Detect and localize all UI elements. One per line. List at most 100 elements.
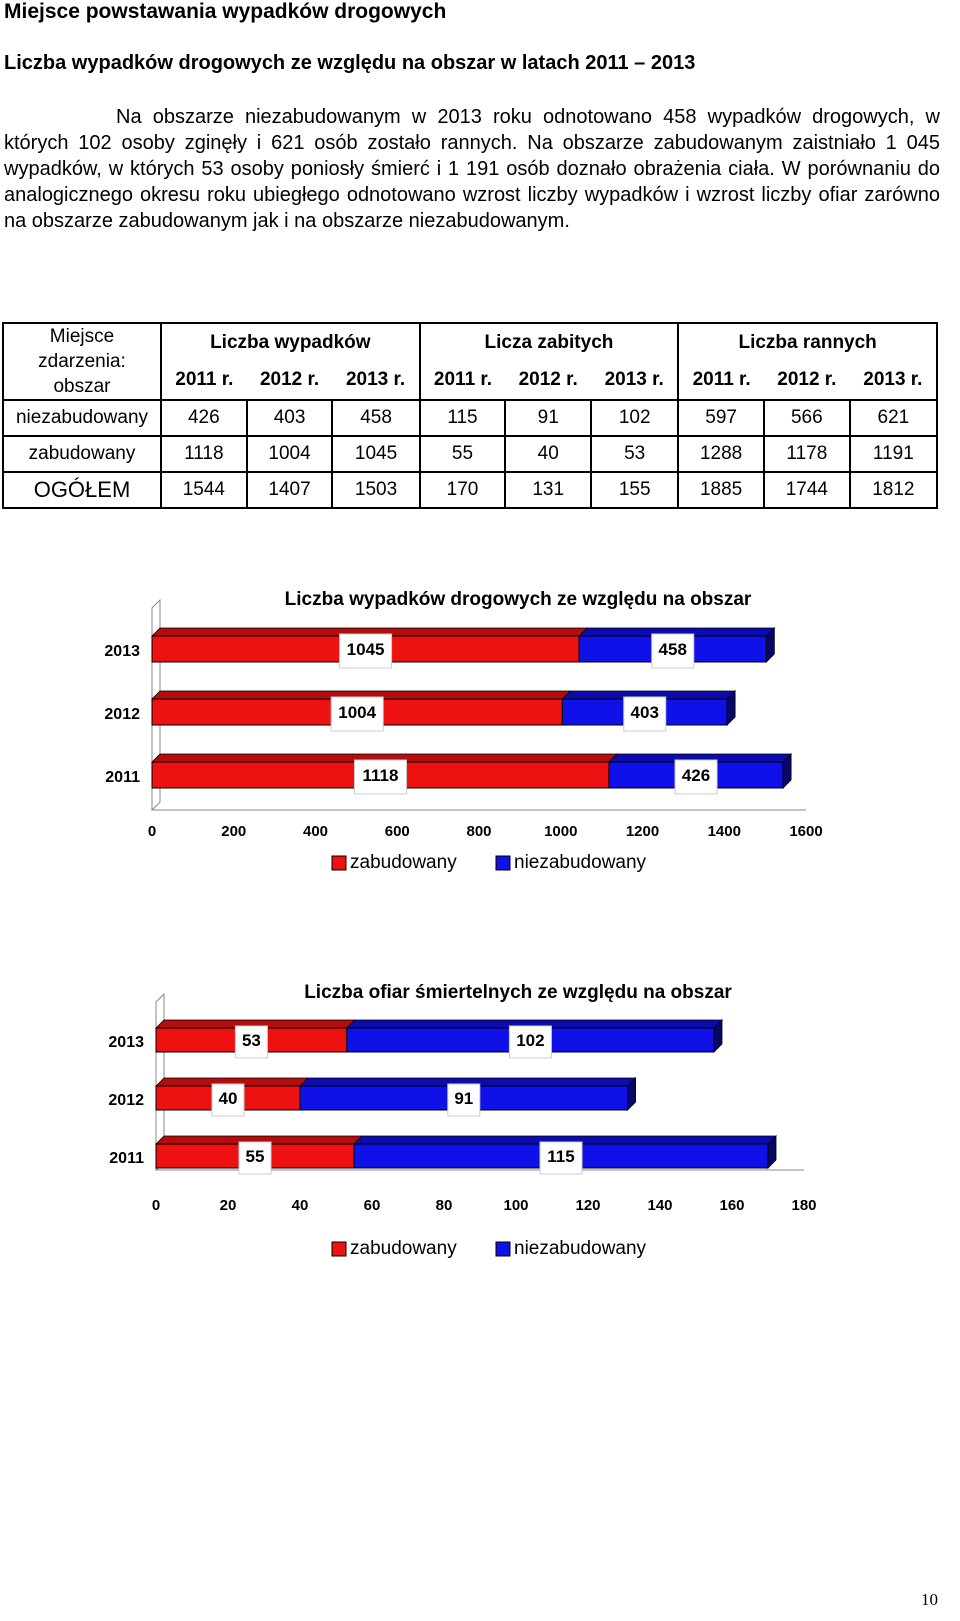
table-cell: 1191 bbox=[848, 435, 939, 473]
legend-label: zabudowany bbox=[350, 852, 457, 873]
table-cell: 1544 bbox=[160, 471, 248, 509]
summary-paragraph: Na obszarze niezabudowanym w 2013 roku o… bbox=[4, 104, 940, 234]
data-label-box bbox=[353, 759, 407, 795]
x-tick-label: 600 bbox=[385, 823, 410, 840]
x-tick-label: 0 bbox=[148, 823, 156, 840]
category-label: 2012 bbox=[108, 1092, 144, 1109]
data-label-box bbox=[330, 696, 384, 732]
x-tick-label: 800 bbox=[466, 823, 491, 840]
year-header: 2013 r. bbox=[849, 361, 939, 401]
x-tick-label: 0 bbox=[152, 1197, 160, 1214]
table-cell: 1407 bbox=[245, 471, 334, 509]
bar-side bbox=[765, 627, 775, 663]
table-cell: 1178 bbox=[762, 435, 851, 473]
data-label: 115 bbox=[547, 1147, 574, 1166]
legend-swatch bbox=[495, 1241, 511, 1257]
year-header: 2011 r. bbox=[677, 361, 764, 401]
legend-swatch bbox=[331, 1241, 347, 1257]
corner-line: zdarzenia: bbox=[38, 351, 126, 372]
data-label-box bbox=[539, 1141, 583, 1175]
year-header: 2011 r. bbox=[160, 361, 247, 401]
x-tick-label: 1000 bbox=[544, 823, 577, 840]
bar-side bbox=[627, 1077, 636, 1111]
chart-title: Liczba ofiar śmiertelnych ze względu na … bbox=[304, 982, 732, 1003]
table-cell: 426 bbox=[160, 399, 248, 437]
bar-side bbox=[726, 690, 736, 726]
corner-line: obszar bbox=[53, 376, 111, 397]
bar-side bbox=[713, 1019, 723, 1053]
table-row: OGÓŁEM 1544 1407 1503 170 131 155 1885 1744 1812 bbox=[2, 471, 939, 509]
table-cell: 1812 bbox=[848, 471, 939, 509]
corner-header: Miejsce zdarzenia: obszar bbox=[2, 322, 162, 401]
page-heading: Miejsce powstawania wypadków drogowych bbox=[4, 0, 447, 23]
legend-swatch bbox=[495, 855, 511, 871]
table-cell: 131 bbox=[504, 471, 593, 509]
table-cell: 1288 bbox=[677, 435, 765, 473]
bar-side bbox=[782, 753, 792, 789]
x-tick-label: 1600 bbox=[789, 823, 822, 840]
data-label-box bbox=[447, 1083, 481, 1117]
data-label-box bbox=[238, 1141, 272, 1175]
data-label: 53 bbox=[242, 1031, 261, 1050]
table-cell: 1503 bbox=[331, 471, 421, 509]
x-tick-label: 120 bbox=[575, 1197, 600, 1214]
data-label: 102 bbox=[516, 1031, 544, 1050]
year-header: 2012 r. bbox=[763, 361, 850, 401]
accidents-chart: Liczba wypadków drogowych ze względu na … bbox=[0, 578, 960, 888]
category-label: 2013 bbox=[108, 1034, 144, 1051]
category-label: 2011 bbox=[105, 769, 140, 786]
x-tick-label: 20 bbox=[220, 1197, 237, 1214]
table-cell: 1045 bbox=[331, 435, 421, 473]
row-label: zabudowany bbox=[2, 435, 162, 473]
table-cell: 102 bbox=[590, 399, 680, 437]
table-cell: 597 bbox=[677, 399, 765, 437]
row-label: niezabudowany bbox=[2, 399, 162, 437]
page-number: 10 bbox=[921, 1590, 938, 1609]
data-label: 91 bbox=[454, 1089, 473, 1108]
category-label: 2013 bbox=[104, 643, 140, 660]
table-cell: 155 bbox=[590, 471, 680, 509]
table-cell: 91 bbox=[504, 399, 593, 437]
table-cell: 621 bbox=[848, 399, 939, 437]
x-tick-label: 60 bbox=[364, 1197, 381, 1214]
table-cell: 115 bbox=[418, 399, 507, 437]
summary-text: Na obszarze niezabudowanym w 2013 roku o… bbox=[4, 106, 940, 232]
group-header: Licza zabitych bbox=[418, 322, 680, 362]
table-cell: 1885 bbox=[677, 471, 765, 509]
bar-side bbox=[767, 1135, 777, 1169]
x-tick-label: 100 bbox=[503, 1197, 528, 1214]
x-tick-label: 200 bbox=[221, 823, 246, 840]
category-label: 2012 bbox=[104, 706, 140, 723]
data-label-box bbox=[651, 633, 695, 669]
x-tick-label: 160 bbox=[719, 1197, 744, 1214]
year-header: 2012 r. bbox=[505, 361, 592, 401]
data-label-box bbox=[339, 633, 393, 669]
corner-line: Miejsce bbox=[49, 326, 115, 347]
group-header: Liczba wypadków bbox=[160, 322, 421, 362]
x-tick-label: 40 bbox=[292, 1197, 309, 1214]
table-cell: 403 bbox=[245, 399, 334, 437]
table-cell: 53 bbox=[590, 435, 680, 473]
table-cell: 458 bbox=[331, 399, 421, 437]
data-label: 1045 bbox=[347, 640, 385, 659]
data-label: 55 bbox=[246, 1147, 265, 1166]
data-label: 458 bbox=[659, 640, 687, 659]
legend-label: niezabudowany bbox=[514, 1238, 647, 1259]
chart-title: Liczba wypadków drogowych ze względu na … bbox=[285, 589, 752, 610]
data-label: 426 bbox=[682, 766, 710, 785]
data-label-box bbox=[211, 1083, 245, 1117]
data-label: 1004 bbox=[338, 703, 376, 722]
x-tick-label: 80 bbox=[436, 1197, 453, 1214]
data-label: 1118 bbox=[363, 766, 399, 785]
fatalities-chart: Liczba ofiar śmiertelnych ze względu na … bbox=[0, 972, 960, 1272]
row-label: OGÓŁEM bbox=[2, 471, 162, 509]
legend-label: zabudowany bbox=[350, 1238, 457, 1259]
table-row: zabudowany 1118 1004 1045 55 40 53 1288 1178 1191 bbox=[2, 435, 939, 473]
legend-label: niezabudowany bbox=[514, 852, 647, 873]
data-label-box bbox=[623, 696, 667, 732]
category-label: 2011 bbox=[109, 1150, 144, 1167]
data-label: 403 bbox=[631, 703, 659, 722]
year-header: 2011 r. bbox=[418, 361, 506, 401]
year-header: 2012 r. bbox=[246, 361, 333, 401]
section-subheading: Liczba wypadków drogowych ze względu na … bbox=[4, 52, 696, 74]
